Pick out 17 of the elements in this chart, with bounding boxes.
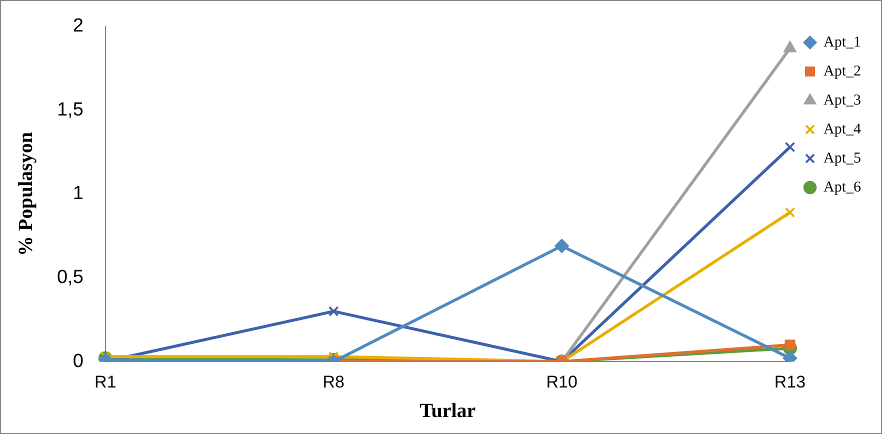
y-tick-label: 2 <box>72 16 84 37</box>
legend-label: Apt_2 <box>824 63 861 80</box>
legend-label: Apt_3 <box>824 92 861 108</box>
x-tick-label: R8 <box>322 372 344 392</box>
legend-label: Apt_5 <box>824 150 861 166</box>
y-tick-label: 0 <box>72 350 84 372</box>
y-axis-title: % Populasyon <box>15 132 38 256</box>
x-tick-label: R13 <box>774 372 806 392</box>
x-tick-label: R1 <box>94 372 116 392</box>
legend-label: Apt_6 <box>824 179 862 196</box>
legend-label: Apt_4 <box>824 121 862 138</box>
legend-label: Apt_1 <box>824 34 861 50</box>
y-tick-label: 1 <box>72 183 84 204</box>
y-tick-label: 0,5 <box>56 267 84 288</box>
x-axis-title: Turlar <box>420 400 476 422</box>
y-tick-label: 1,5 <box>56 99 84 120</box>
x-tick-label: R10 <box>546 372 578 392</box>
